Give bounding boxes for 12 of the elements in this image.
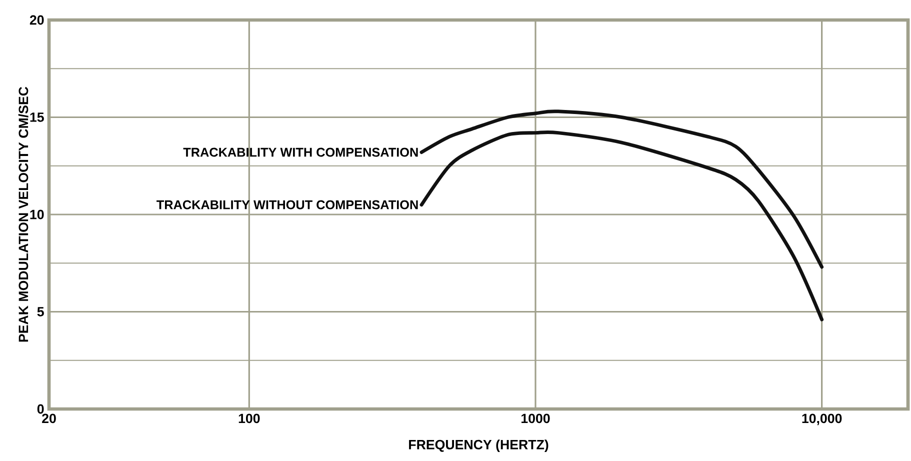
x-tick-label: 100 (238, 414, 260, 424)
x-tick-label: 10,000 (802, 414, 842, 426)
y-tick-label: 5 (37, 307, 44, 316)
y-tick-label: 0 (37, 404, 44, 414)
y-tick-label: 15 (30, 112, 44, 122)
y-tick-label: 10 (30, 210, 44, 220)
x-axis-title: FREQUENCY (HERTZ) (409, 440, 548, 452)
y-tick-label: 20 (30, 15, 44, 25)
series-label: TRACKABILITY WITHOUT COMPENSATION (156, 200, 418, 210)
x-tick-label: 1000 (522, 414, 550, 424)
y-axis-title: PEAK MODULATION VELOCITY CM/SEC (18, 86, 28, 342)
series-label: TRACKABILITY WITH COMPENSATION (183, 148, 418, 157)
